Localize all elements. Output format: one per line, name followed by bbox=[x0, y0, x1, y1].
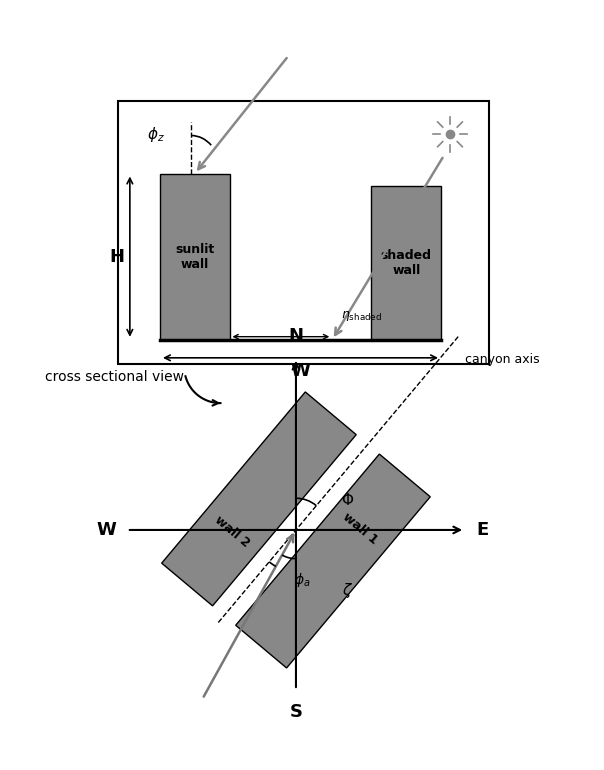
Text: $\eta_{\rm shaded}$: $\eta_{\rm shaded}$ bbox=[341, 310, 382, 323]
Text: H: H bbox=[109, 248, 124, 266]
Text: sunlit
wall: sunlit wall bbox=[175, 243, 214, 270]
Text: shaded
wall: shaded wall bbox=[381, 249, 432, 276]
Text: W: W bbox=[96, 521, 116, 539]
Text: E: E bbox=[476, 521, 488, 539]
Text: wall 1: wall 1 bbox=[340, 511, 380, 547]
Text: $\zeta$: $\zeta$ bbox=[342, 581, 353, 600]
Text: canyon axis: canyon axis bbox=[465, 353, 540, 367]
Bar bbox=[371, 186, 441, 340]
Polygon shape bbox=[162, 392, 356, 606]
Text: $\phi_z$: $\phi_z$ bbox=[147, 125, 165, 144]
Text: $\phi_a$: $\phi_a$ bbox=[294, 571, 310, 589]
Text: wall 2: wall 2 bbox=[212, 513, 252, 550]
Text: W: W bbox=[291, 362, 310, 380]
Text: $\Phi$: $\Phi$ bbox=[341, 492, 354, 507]
Text: N: N bbox=[289, 326, 303, 344]
Text: S: S bbox=[289, 703, 303, 721]
Bar bbox=[160, 173, 230, 340]
Text: cross sectional view: cross sectional view bbox=[45, 370, 184, 384]
Polygon shape bbox=[236, 454, 430, 668]
FancyBboxPatch shape bbox=[118, 101, 489, 364]
